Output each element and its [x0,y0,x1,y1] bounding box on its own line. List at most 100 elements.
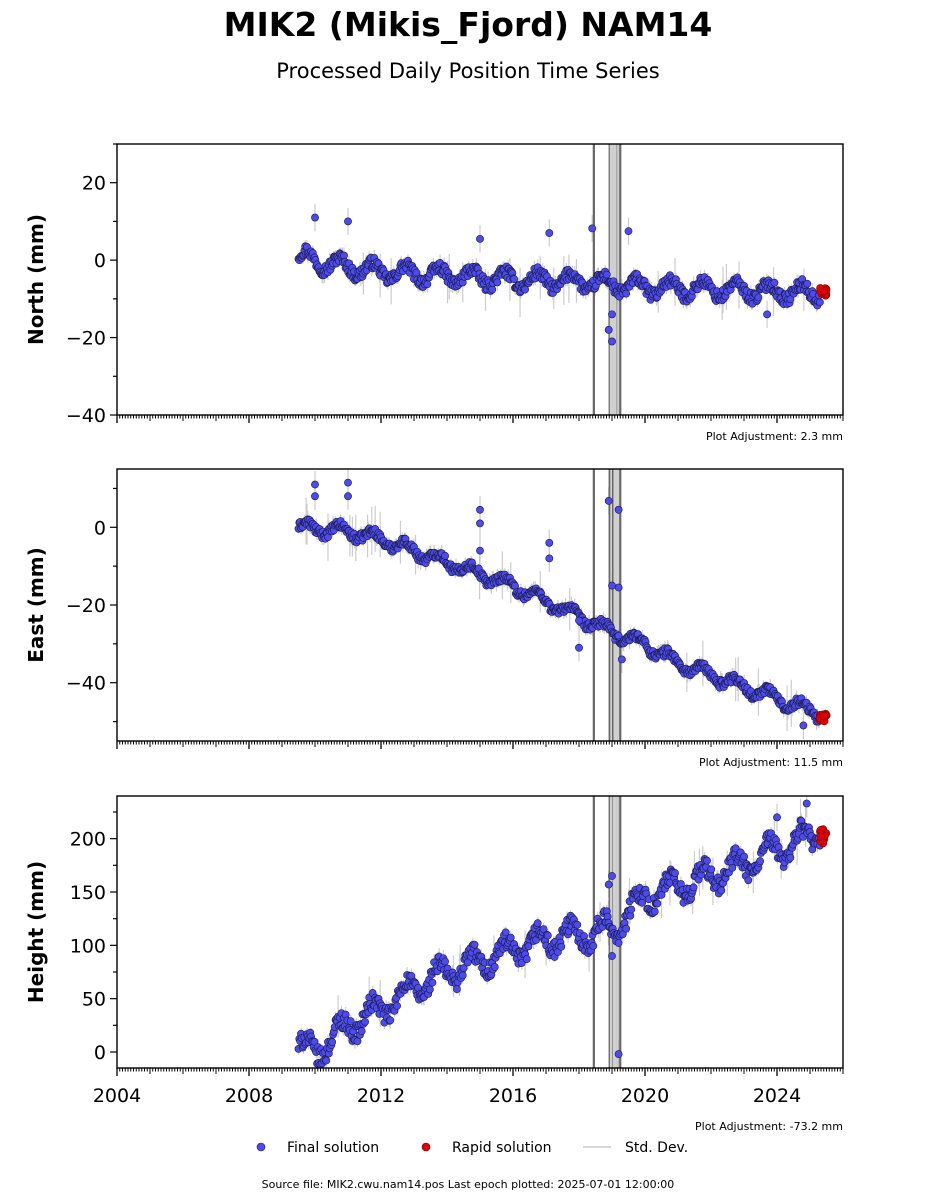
height-final-point [689,883,698,892]
height-y-tick-label: 50 [82,989,106,1011]
height-final-point [328,1038,337,1046]
height-final-point [490,963,499,971]
chart-subtitle: Processed Daily Position Time Series [276,59,660,83]
north-final-point [423,280,432,289]
height-y-axis: 0 50 100 150 200 [70,811,117,1064]
north-final-point [608,310,616,319]
height-final-point [573,920,582,929]
height-x-tick-label: 2024 [753,1085,801,1107]
north-final-point [624,227,633,236]
east-final-point [608,581,616,590]
east-panel: −40 −20 0 East (mm) [24,468,844,749]
height-final-point [441,957,449,966]
height-rapid-point [816,832,825,841]
height-rapid-series [816,825,831,848]
height-final-point [557,942,566,951]
east-final-point [799,721,808,730]
height-final-point [707,865,716,874]
height-final-point [608,872,616,880]
east-final-point [575,616,583,625]
east-final-point [441,551,449,560]
north-final-series [294,213,824,346]
height-final-point [501,928,510,937]
height-final-point [614,939,623,947]
height-final-point [657,890,666,899]
north-final-point [510,275,519,284]
height-x-tick-label: 2004 [93,1085,141,1107]
height-final-point [618,930,627,939]
height-final-point [533,919,542,928]
north-rapid-series [816,284,831,300]
legend-std-label: Std. Dev. [625,1140,688,1156]
north-final-point [622,289,631,298]
east-final-point [618,655,626,664]
east-final-point [614,583,623,592]
height-final-point [393,1001,401,1010]
north-final-point [770,278,779,287]
height-final-point [627,905,636,914]
height-plot-adjustment: Plot Adjustment: -73.2 mm [695,1120,843,1133]
height-plot-area [294,796,831,1068]
north-y-tick-label: −40 [66,405,106,427]
height-final-point [459,964,468,972]
east-y-tick-label: −40 [66,673,106,695]
east-y-tick-label: −20 [66,595,106,617]
height-final-point [717,886,726,895]
height-final-point [773,813,781,822]
north-y-tick-label: 20 [82,173,106,195]
height-final-point [357,1027,366,1036]
north-final-point [803,279,812,288]
height-final-point [452,985,461,994]
east-rapid-point [819,712,828,721]
north-final-point [344,217,352,226]
east-final-point [476,519,484,528]
north-final-point [754,293,763,302]
east-final-point [604,496,613,505]
height-final-point [802,799,811,808]
height-final-point [470,940,479,949]
height-final-point [426,985,434,994]
east-x-axis [116,741,844,749]
height-x-axis: 2004 2008 2012 2016 2020 2024 [93,1068,844,1107]
height-y-tick-label: 150 [70,882,106,904]
height-final-point [638,898,647,907]
height-y-tick-label: 100 [70,935,106,957]
north-rapid-point [816,284,825,293]
height-final-point [756,857,764,866]
height-final-point [728,863,737,872]
east-y-axis-label: East (mm) [24,547,48,663]
height-final-point [650,907,659,916]
east-final-point [344,492,352,501]
height-final-point [428,978,437,987]
east-final-point [344,478,352,487]
height-final-point [522,955,531,963]
east-final-point [311,480,319,489]
height-final-point [653,899,662,908]
east-final-point [476,505,484,514]
north-final-point [493,278,502,287]
east-final-series [294,478,824,730]
height-final-point [361,1017,369,1026]
east-final-point [311,492,319,501]
height-final-point [622,924,631,933]
height-x-tick-label: 2020 [621,1085,669,1107]
north-y-tick-label: 0 [94,250,106,272]
legend-final-label: Final solution [287,1140,379,1156]
height-final-point [671,869,679,877]
height-final-point [543,931,552,940]
height-final-point [506,933,515,942]
east-plot-area [294,469,831,741]
chart-title: MIK2 (Mikis_Fjord) NAM14 [224,5,713,44]
height-x-tick-label: 2016 [489,1085,537,1107]
height-y-tick-label: 200 [70,829,106,851]
north-final-point [608,337,616,346]
height-axes-frame [116,795,844,1069]
height-final-point [386,1016,395,1025]
east-final-point [614,505,623,514]
height-final-point [740,852,748,861]
height-y-tick-label: 0 [94,1042,106,1064]
east-final-point [476,546,484,555]
north-final-point [521,285,529,294]
